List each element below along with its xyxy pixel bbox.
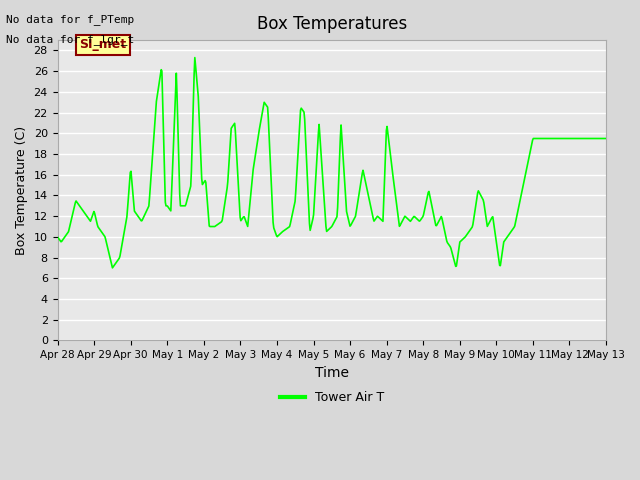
Text: No data for f_PTemp: No data for f_PTemp: [6, 14, 134, 25]
Title: Box Temperatures: Box Temperatures: [257, 15, 407, 33]
Y-axis label: Box Temperature (C): Box Temperature (C): [15, 126, 28, 255]
Legend: Tower Air T: Tower Air T: [275, 386, 389, 409]
Text: SI_met: SI_met: [79, 38, 127, 51]
X-axis label: Time: Time: [315, 366, 349, 380]
Text: No data for f_lgr_t: No data for f_lgr_t: [6, 34, 134, 45]
